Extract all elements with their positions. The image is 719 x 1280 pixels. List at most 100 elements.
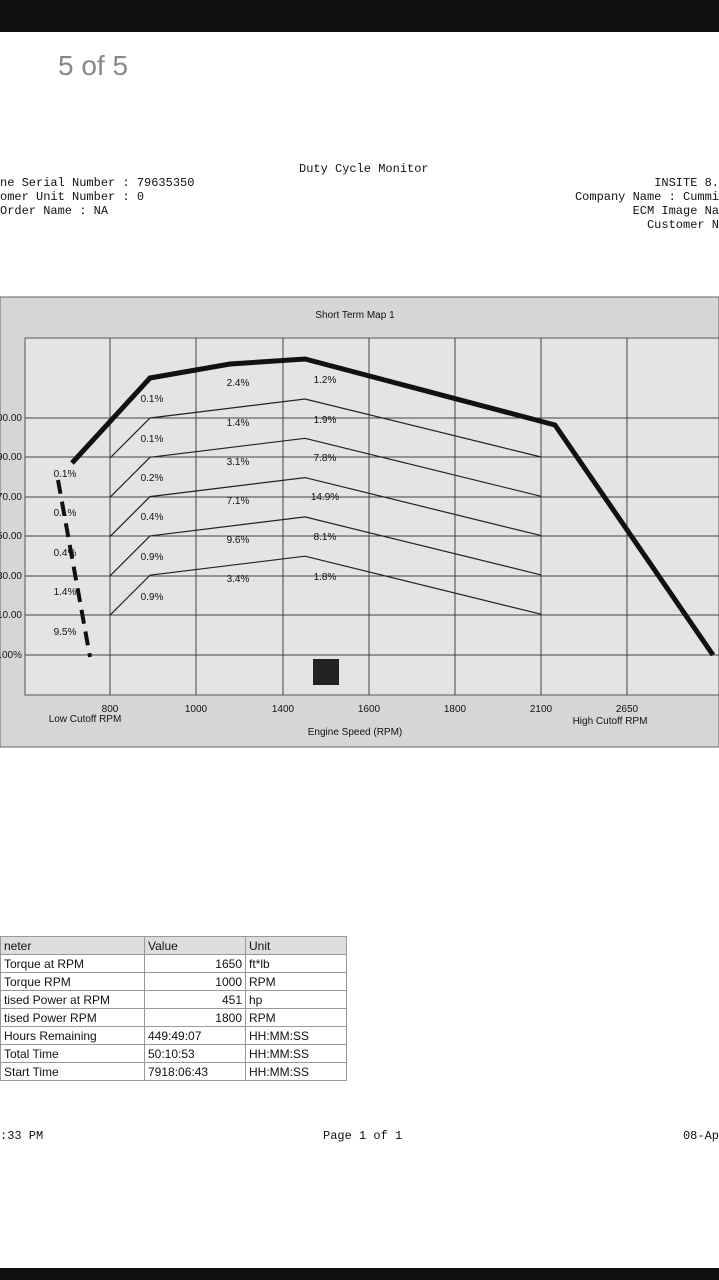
x-label: 2100 [530, 704, 553, 715]
table-row: Torque RPM 1000 RPM [0, 972, 347, 991]
cell-label: 1.8% [314, 572, 337, 583]
page-counter: 5 of 5 [58, 50, 129, 81]
table-cell: 50:10:53 [144, 1044, 246, 1063]
nav-bar [0, 1268, 719, 1280]
band-line [109, 555, 542, 616]
cell-label: 2.4% [227, 378, 250, 389]
header-line: INSITE 8. [654, 176, 719, 190]
cell-label: 9.5% [54, 627, 77, 638]
y-label: 00.00 [0, 413, 22, 424]
chart-title: Short Term Map 1 [315, 310, 395, 321]
table-cell: HH:MM:SS [245, 1026, 347, 1045]
table-cell: tised Power at RPM [0, 990, 145, 1009]
high-cutoff-label: High Cutoff RPM [573, 716, 648, 727]
table-cell: RPM [245, 972, 347, 991]
torque-curve [70, 356, 716, 657]
table-cell: 1800 [144, 1008, 246, 1027]
doc-title: Duty Cycle Monitor [299, 162, 429, 176]
cell-label: 0.9% [141, 592, 164, 603]
x-label: 1800 [444, 704, 467, 715]
status-bar [0, 0, 719, 32]
table-cell: neter [0, 936, 145, 955]
parameter-table: neter Value Unit Torque at RPM 1650 ft*lb Torq… [0, 936, 347, 1081]
cell-label: 0.1% [54, 469, 77, 480]
cell-label: 9.6% [227, 535, 250, 546]
low-cutoff-label: Low Cutoff RPM [49, 714, 122, 725]
header-line: Order Name : NA [0, 204, 109, 218]
marker [313, 659, 339, 685]
header-line: Company Name : Cummi [574, 190, 719, 204]
cell-label: 3.4% [227, 574, 250, 585]
table-row: Start Time 7918:06:43 HH:MM:SS [0, 1062, 347, 1081]
table-row: Hours Remaining 449:49:07 HH:MM:SS [0, 1026, 347, 1045]
cell-label: 7.1% [227, 496, 250, 507]
x-label: 800 [102, 704, 119, 715]
table-cell: ft*lb [245, 954, 347, 973]
table-cell: 1000 [144, 972, 246, 991]
band-line [109, 476, 542, 538]
table-row: tised Power RPM 1800 RPM [0, 1008, 347, 1027]
cell-label: 0.1% [54, 508, 77, 519]
table-cell: Total Time [0, 1044, 145, 1063]
cell-label: 7.8% [314, 453, 337, 464]
table-cell: Value [144, 936, 246, 955]
cell-label: 0.9% [141, 552, 164, 563]
header-line: omer Unit Number : 0 [0, 190, 145, 204]
table-cell: tised Power RPM [0, 1008, 145, 1027]
header-row: neter Value Unit [0, 936, 347, 955]
y-label: .00% [0, 650, 22, 661]
table-cell: 451 [144, 990, 246, 1009]
cell-label: 0.1% [141, 434, 164, 445]
cell-label: 0.4% [141, 512, 164, 523]
header-line: Customer N [646, 218, 719, 232]
table-body: neter Value Unit Torque at RPM 1650 ft*lb Torq… [0, 936, 347, 1081]
cell-label: 3.1% [227, 457, 250, 468]
y-label: 50.00 [0, 531, 22, 542]
table-cell: 449:49:07 [144, 1026, 246, 1045]
table-row: Torque at RPM 1650 ft*lb [0, 954, 347, 973]
cell-label: 0.2% [141, 473, 164, 484]
cell-label: 1.4% [54, 587, 77, 598]
x-label: 2650 [616, 704, 639, 715]
low-cutoff-line [56, 479, 92, 658]
table-cell: HH:MM:SS [245, 1044, 347, 1063]
duty-cycle-map: Short Term Map 1 Low Cutoff RPM High Cut… [0, 296, 719, 748]
band-line [109, 437, 542, 498]
cell-label: 0.4% [54, 548, 77, 559]
table-cell: Torque RPM [0, 972, 145, 991]
table-cell: Unit [245, 936, 347, 955]
y-label: 70.00 [0, 492, 22, 503]
table-row: Total Time 50:10:53 HH:MM:SS [0, 1044, 347, 1063]
y-label: 90.00 [0, 452, 22, 463]
table-cell: HH:MM:SS [245, 1062, 347, 1081]
band-line [109, 398, 542, 459]
table-cell: RPM [245, 1008, 347, 1027]
footer-left: :33 PM [0, 1129, 44, 1143]
plot-area [24, 337, 719, 696]
band-line [109, 516, 542, 577]
footer-right: 08-Ap [682, 1129, 719, 1143]
cell-label: 1.2% [314, 375, 337, 386]
cell-label: 14.9% [311, 492, 339, 503]
x-label: 1400 [272, 704, 295, 715]
x-label: 1000 [185, 704, 208, 715]
header-line: ne Serial Number : 79635350 [0, 176, 195, 190]
y-label: 10.00 [0, 610, 22, 621]
cell-label: 0.1% [141, 394, 164, 405]
table-row: tised Power at RPM 451 hp [0, 990, 347, 1009]
x-axis-label: Engine Speed (RPM) [308, 727, 403, 738]
cell-label: 8.1% [314, 532, 337, 543]
x-label: 1600 [358, 704, 381, 715]
cell-label: 1.9% [314, 415, 337, 426]
cell-label: 1.4% [227, 418, 250, 429]
table-cell: 1650 [144, 954, 246, 973]
footer-center: Page 1 of 1 [323, 1129, 403, 1143]
table-cell: Hours Remaining [0, 1026, 145, 1045]
table-cell: Start Time [0, 1062, 145, 1081]
table-cell: hp [245, 990, 347, 1009]
y-label: 30.00 [0, 571, 22, 582]
header-line: ECM Image Na [632, 204, 719, 218]
table-cell: Torque at RPM [0, 954, 145, 973]
table-cell: 7918:06:43 [144, 1062, 246, 1081]
